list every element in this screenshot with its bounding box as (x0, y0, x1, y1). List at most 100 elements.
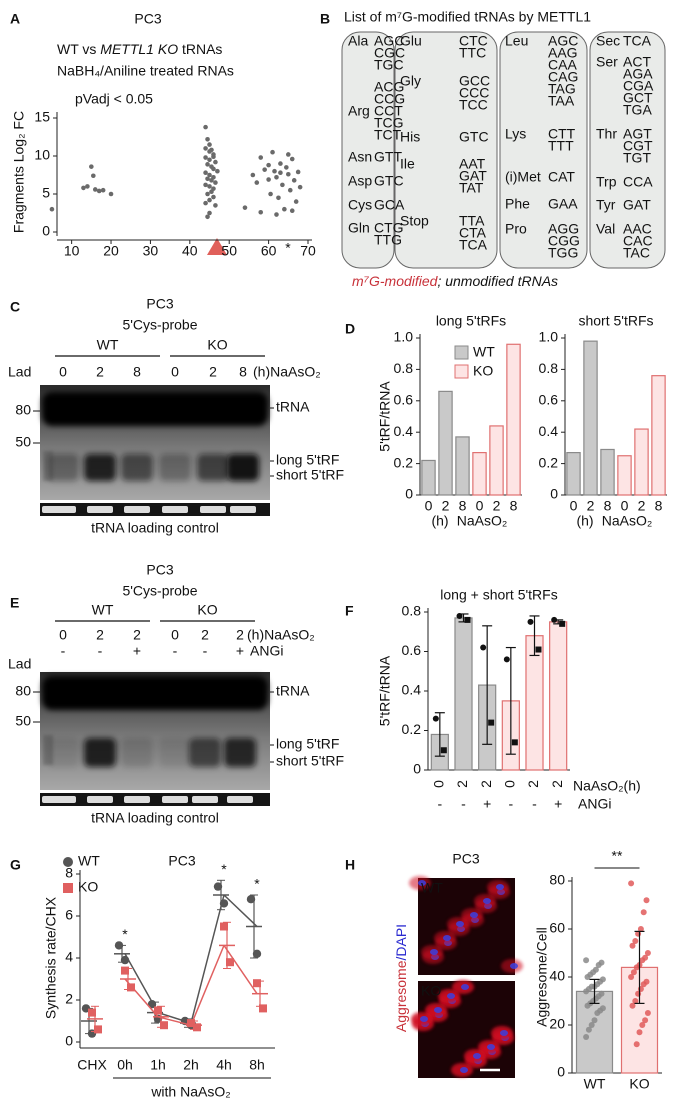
point (187, 1019, 195, 1028)
codon: TTT (548, 138, 574, 154)
codon: AGA (623, 66, 653, 82)
point (219, 899, 229, 908)
point (205, 214, 210, 220)
inhibitor-sign: - (98, 643, 103, 659)
point (594, 1010, 601, 1016)
point (154, 1006, 162, 1015)
codon: TAT (459, 180, 484, 196)
amino-acid: Sec (596, 33, 620, 49)
bar (600, 448, 615, 496)
inhibitor-sign: + (236, 643, 244, 659)
codon: GTC (459, 129, 489, 145)
x-tick-label: 2 (493, 498, 501, 514)
point (633, 964, 640, 971)
point (94, 1025, 102, 1034)
point (242, 205, 248, 210)
point (503, 656, 510, 663)
y-tick-label: 15 (34, 109, 50, 125)
x-tick-label: 8 (510, 498, 518, 514)
codon: AGG (548, 221, 579, 237)
probe: 5'Cys-probe (122, 583, 197, 599)
point (639, 1022, 646, 1028)
y-tick-label: 5 (42, 185, 50, 201)
inhibitor-sign: - (437, 796, 442, 812)
y-tick-label: 2 (65, 991, 73, 1007)
point (289, 208, 295, 214)
codon: TTC (459, 45, 486, 61)
y-tick-label: 0.2 (402, 721, 422, 737)
amino-acid: Stop (400, 213, 429, 229)
amino-acid: (i)Met (505, 169, 541, 185)
x-tick-label: 0 (621, 498, 629, 514)
point (213, 159, 218, 165)
bar (617, 455, 632, 496)
point (297, 184, 303, 190)
x-tick-label: 0 (502, 780, 518, 788)
point (262, 167, 267, 172)
point (291, 178, 297, 183)
band-label: tRNA (276, 683, 310, 699)
x-tick-label: 2 (442, 498, 450, 514)
nucleus (483, 898, 491, 904)
amino-acid: Asp (348, 173, 372, 189)
chart-title: long 5'tRFs (436, 313, 506, 329)
legend-label: KO (473, 363, 493, 379)
point (259, 1004, 267, 1013)
point (284, 165, 289, 170)
point (293, 199, 299, 204)
codon: GTC (374, 173, 404, 189)
chart-title: short 5'tRFs (578, 313, 653, 329)
lane-unit: (h)NaAsO₂ (247, 627, 315, 643)
amino-acid: Pro (505, 221, 527, 237)
x-tick-label: 10 (64, 243, 80, 259)
amino-acid: Lys (505, 126, 526, 142)
stain-part: /DAPI (393, 924, 409, 961)
inhibitor-sign: - (461, 796, 466, 812)
y-tick-label: 6 (65, 907, 73, 923)
amino-acid: Thr (596, 126, 617, 142)
point (628, 880, 635, 887)
y-tick-label: 60 (549, 920, 565, 936)
amino-acid: Phe (505, 196, 530, 212)
point (629, 1002, 636, 1009)
nucleus (420, 1016, 428, 1022)
point (203, 182, 208, 188)
codon: CGG (548, 233, 580, 249)
point (278, 161, 283, 166)
point (432, 715, 439, 722)
amino-acid: Ser (596, 54, 618, 70)
legend-swatch (454, 345, 469, 360)
legend-label: WT (473, 344, 495, 360)
codon: AGC (374, 33, 404, 49)
point (637, 926, 644, 932)
trna-band (42, 392, 268, 426)
codon: TGA (623, 102, 652, 118)
point (632, 998, 639, 1004)
nucleus (443, 935, 451, 941)
codon: GAT (623, 197, 651, 213)
significance: * (122, 926, 128, 942)
point (207, 149, 212, 154)
x-tick-label: 4h (216, 1057, 232, 1073)
x-tick-label: 2 (454, 780, 470, 788)
codon: TCA (459, 237, 488, 253)
panel-label: B (320, 11, 330, 27)
legend-swatch (454, 364, 469, 379)
group-box (499, 31, 588, 269)
x-unit: (h) (576, 513, 593, 529)
y-tick-label: 0 (557, 1064, 565, 1080)
point (511, 739, 518, 746)
point (203, 155, 208, 160)
codon: TCT (374, 127, 402, 143)
axis-label: Aggresome/Cell (534, 927, 550, 1027)
codon: GAA (548, 196, 578, 212)
x-tick-label: CHX (77, 1057, 107, 1073)
point (527, 618, 534, 625)
codon: CTG (374, 220, 404, 236)
loading-band (124, 506, 150, 513)
y-tick-label: 0.6 (402, 642, 422, 658)
treatment: NaBH₄/Aniline treated RNAs (57, 63, 234, 79)
loading-band (162, 506, 188, 513)
loading-band (87, 796, 113, 803)
x-tick-label: 2 (587, 498, 595, 514)
